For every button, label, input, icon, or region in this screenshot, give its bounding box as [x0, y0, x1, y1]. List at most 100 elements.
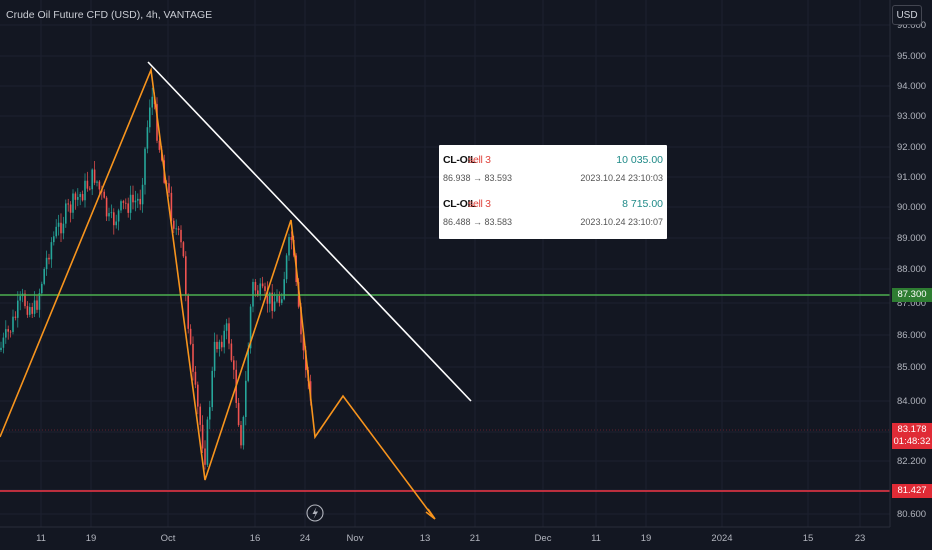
candle-body [50, 242, 53, 260]
price-tick-label: 80.600 [897, 509, 926, 520]
candle-body [53, 236, 55, 243]
candle-body [125, 202, 127, 204]
candle-body [249, 306, 252, 349]
downtrend-line [147, 61, 472, 402]
candle-body [84, 180, 86, 201]
price-tick-label: 93.000 [897, 111, 926, 122]
candle-body [237, 402, 240, 426]
candle-body [31, 307, 33, 314]
candle-body [168, 183, 170, 193]
candle-body [177, 228, 180, 230]
price-tick-label: 90.000 [897, 202, 926, 213]
candle-body [175, 228, 177, 230]
price-tick-label: 85.000 [897, 362, 926, 373]
trade-profit: 8 715.00 [622, 198, 663, 210]
candle-body [266, 290, 269, 304]
price-tick-label: 95.000 [897, 51, 926, 62]
candle-body [9, 331, 12, 333]
bar-countdown: 01:48:32 [893, 436, 931, 447]
candle-body [117, 210, 120, 222]
price-tick-label: 87.000 [897, 298, 926, 309]
trade-profit: 10 035.00 [616, 154, 663, 166]
candle-body [108, 213, 110, 217]
trade-prices: 86.488 → 83.583 [443, 217, 513, 227]
candle-body [93, 169, 96, 183]
candle-body [77, 196, 79, 200]
candle-body [60, 222, 62, 234]
price-tick-label: 94.000 [897, 81, 926, 92]
time-tick-label: 11 [591, 533, 601, 544]
trade-time: 2023.10.24 23:10:03 [580, 173, 663, 183]
time-tick-label: 15 [803, 533, 814, 544]
candle-body [290, 237, 293, 240]
candle-body [110, 212, 113, 214]
candle-body [122, 201, 125, 203]
time-axis: 11 19 Oct 16 24 Nov 13 21 Dec 11 19 2024 15 23 [36, 533, 865, 544]
candle-body [233, 360, 235, 370]
candle-body [105, 197, 108, 217]
lightning-icon[interactable] [306, 504, 324, 522]
candle-body [81, 194, 84, 201]
trade-row: CL-OIL sell 3 10 035.00 86.938 → 83.593 … [443, 151, 663, 187]
price-tick-label: 86.000 [897, 330, 926, 341]
candle-body [254, 281, 257, 291]
candle-body [302, 334, 305, 351]
candle-body [278, 295, 281, 303]
candle-body [170, 192, 173, 221]
candle-body [98, 181, 101, 190]
time-tick-label: 23 [855, 533, 866, 544]
candle-body [129, 194, 132, 213]
time-tick-label: 24 [300, 533, 311, 544]
candle-body [79, 194, 81, 197]
time-tick-label: 13 [420, 533, 431, 544]
candle-body [283, 279, 285, 300]
candle-body [281, 299, 283, 303]
candle-body [72, 193, 74, 213]
candle-body [216, 341, 218, 350]
price-tick-label: 96.000 [897, 20, 926, 31]
candle-body [38, 293, 41, 310]
price-tick-label: 84.000 [897, 396, 926, 407]
candle-body [261, 283, 264, 287]
candle-body [69, 204, 72, 213]
candle-body [17, 300, 19, 318]
last-price-value: 83.178 [897, 424, 927, 435]
candle-body [41, 283, 43, 294]
zigzag-pattern [0, 66, 435, 519]
candle-body [230, 343, 233, 361]
candle-body [213, 341, 216, 371]
candle-body [273, 301, 276, 311]
trade-time: 2023.10.24 23:10:07 [580, 217, 663, 227]
last-price-tag: 83.178 01:48:32 [892, 423, 932, 449]
candle-body [187, 295, 189, 329]
candle-body [86, 180, 89, 189]
candle-body [103, 191, 105, 198]
candle-body [247, 348, 249, 381]
grid [0, 0, 890, 527]
candle-body [120, 201, 122, 211]
candle-body [240, 425, 242, 446]
candle-body [269, 292, 271, 304]
candle-body [156, 104, 158, 141]
projection-arrowhead [425, 508, 436, 520]
candle-body [194, 371, 197, 385]
candle-body [211, 370, 213, 408]
candle-body [139, 198, 141, 205]
trade-row: CL-OIL sell 3 8 715.00 86.488 → 83.583 2… [443, 195, 663, 231]
candle-body [29, 307, 31, 315]
candle-body [189, 328, 192, 344]
currency-button[interactable]: USD [892, 5, 922, 25]
candle-body [300, 306, 302, 335]
candle-body [62, 223, 65, 234]
time-tick-label: Nov [347, 533, 364, 544]
candle-body [132, 194, 134, 203]
candle-body [33, 300, 36, 314]
candle-body [113, 212, 115, 226]
price-tick-label: 91.000 [897, 172, 926, 183]
candle-body [55, 226, 57, 237]
candle-body [14, 316, 17, 318]
candle-body [158, 140, 161, 150]
candle-body [206, 419, 209, 465]
candle-body [65, 203, 67, 224]
